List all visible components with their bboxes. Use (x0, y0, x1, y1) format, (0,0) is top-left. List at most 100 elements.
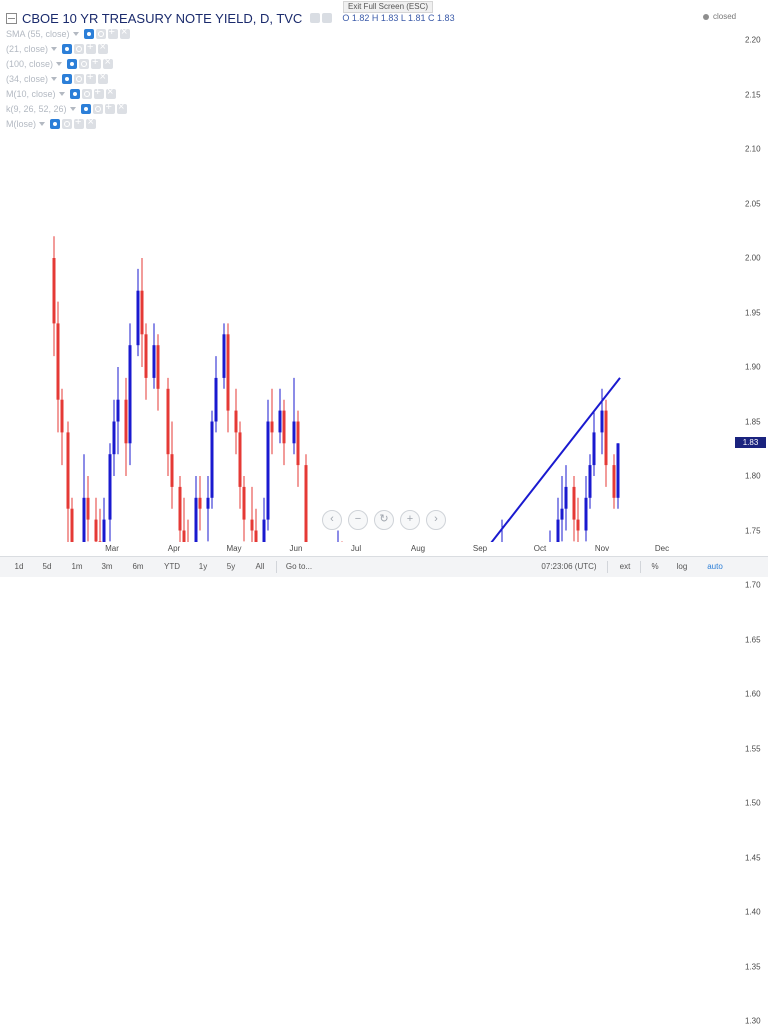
reset-icon[interactable]: ↻ (374, 510, 394, 530)
eye-icon[interactable] (310, 13, 321, 23)
plus-icon[interactable] (91, 56, 102, 69)
candle (572, 476, 576, 542)
gear-icon[interactable] (95, 29, 106, 39)
close-icon[interactable] (105, 86, 116, 99)
study-label[interactable]: (34, close) (6, 74, 49, 84)
gear-icon[interactable] (74, 74, 85, 84)
close-icon[interactable] (98, 71, 109, 84)
plus-icon[interactable] (74, 116, 85, 129)
candle (152, 323, 156, 389)
price-plot[interactable] (0, 0, 735, 542)
gear-icon[interactable] (79, 59, 90, 69)
close-icon[interactable] (116, 101, 127, 114)
candle (60, 388, 64, 466)
price-tick-label: 1.55 (745, 744, 761, 753)
candle (52, 236, 56, 357)
market-status: closed (703, 12, 736, 21)
price-tick-label: 1.35 (745, 962, 761, 971)
range-5d-button[interactable]: 5d (42, 562, 52, 571)
close-icon[interactable] (86, 116, 97, 129)
symbol-title[interactable]: CBOE 10 YR TREASURY NOTE YIELD, D, TVC (22, 10, 303, 26)
price-tick-label: 1.75 (745, 526, 761, 535)
chevron-down-icon[interactable] (51, 77, 58, 81)
candle (170, 421, 174, 509)
range-6m-button[interactable]: 6m (132, 562, 144, 571)
eye-icon[interactable] (80, 104, 91, 114)
zoom-in-icon[interactable]: + (400, 510, 420, 530)
eye-icon[interactable] (83, 29, 94, 39)
status-dot-icon (703, 13, 709, 20)
eye-icon[interactable] (50, 119, 61, 129)
study-label[interactable]: (21, close) (6, 44, 49, 54)
chevron-down-icon[interactable] (69, 107, 76, 111)
candle (278, 388, 282, 444)
eye-icon[interactable] (62, 74, 73, 84)
plus-icon[interactable] (86, 41, 97, 54)
study-row[interactable]: M(10, close) (6, 86, 118, 100)
percent-scale-toggle[interactable]: % (651, 562, 659, 571)
gear-icon[interactable] (62, 119, 73, 129)
clock-readout[interactable]: 07:23:06 (UTC) (541, 562, 597, 571)
plus-icon[interactable] (86, 71, 97, 84)
zoom-out-icon[interactable]: − (348, 510, 368, 530)
candle (222, 323, 226, 389)
study-row[interactable]: (21, close) (6, 41, 110, 55)
study-label[interactable]: M(lose) (6, 119, 37, 129)
close-icon[interactable] (103, 56, 114, 69)
time-tick-label: Jul (350, 544, 362, 553)
price-axis[interactable]: 2.252.202.152.102.052.001.951.901.851.80… (735, 0, 768, 1026)
range-all-button[interactable]: All (255, 562, 265, 571)
study-label[interactable]: (100, close) (6, 59, 54, 69)
close-icon[interactable] (119, 26, 130, 39)
range-1m-button[interactable]: 1m (71, 562, 83, 571)
time-tick-label: Dec (654, 544, 670, 553)
exit-fullscreen-button[interactable]: Exit Full Screen (ESC) (343, 1, 434, 13)
price-tick-label: 1.80 (745, 471, 761, 481)
chevron-down-icon[interactable] (58, 92, 65, 96)
auto-scale-toggle[interactable]: auto (707, 562, 723, 571)
scroll-right-icon[interactable]: › (426, 510, 446, 530)
gear-icon[interactable] (81, 89, 92, 99)
chevron-down-icon[interactable] (51, 47, 58, 51)
plus-icon[interactable] (93, 86, 104, 99)
eye-icon[interactable] (69, 89, 80, 99)
candle (501, 519, 503, 542)
plus-icon[interactable] (104, 101, 115, 114)
goto-date-button[interactable]: Go to... (285, 562, 313, 571)
chevron-down-icon[interactable] (39, 122, 46, 126)
range-1y-button[interactable]: 1y (198, 562, 208, 571)
scroll-left-icon[interactable]: ‹ (322, 510, 342, 530)
gear-icon[interactable] (322, 13, 333, 23)
ext-hours-toggle[interactable]: ext (619, 562, 631, 571)
gear-icon[interactable] (74, 44, 85, 54)
chevron-down-icon[interactable] (72, 32, 79, 36)
study-row[interactable]: M(lose) (6, 116, 98, 130)
study-row[interactable]: (34, close) (6, 71, 110, 85)
time-tick-label: Mar (105, 544, 119, 553)
gear-icon[interactable] (92, 104, 103, 114)
range-ytd-button[interactable]: YTD (164, 562, 180, 571)
study-row[interactable]: k(9, 26, 52, 26) (6, 101, 129, 115)
study-label[interactable]: SMA (55, close) (6, 29, 70, 39)
study-row[interactable]: SMA (55, close) (6, 26, 132, 40)
time-axis[interactable]: Mar Apr May Jun Jul Aug Sep Oct Nov Dec (0, 542, 735, 556)
collapse-icon[interactable] (6, 12, 17, 24)
price-tick-label: 1.30 (745, 1016, 761, 1026)
plus-icon[interactable] (107, 26, 118, 39)
price-tick-label: 2.15 (745, 90, 761, 99)
symbol-header: CBOE 10 YR TREASURY NOTE YIELD, D, TVC O… (6, 10, 455, 26)
study-label[interactable]: k(9, 26, 52, 26) (6, 104, 67, 114)
log-scale-toggle[interactable]: log (676, 562, 688, 571)
range-5y-button[interactable]: 5y (226, 562, 236, 571)
study-row[interactable]: (100, close) (6, 56, 115, 70)
study-label[interactable]: M(10, close) (6, 89, 56, 99)
toolbar-divider (640, 561, 641, 573)
range-3m-button[interactable]: 3m (101, 562, 113, 571)
range-1d-button[interactable]: 1d (14, 562, 24, 571)
channel-upper-line[interactable] (390, 377, 621, 542)
eye-icon[interactable] (67, 59, 78, 69)
close-icon[interactable] (98, 41, 109, 54)
eye-icon[interactable] (62, 44, 73, 54)
chevron-down-icon[interactable] (56, 62, 63, 66)
candle (178, 476, 182, 542)
